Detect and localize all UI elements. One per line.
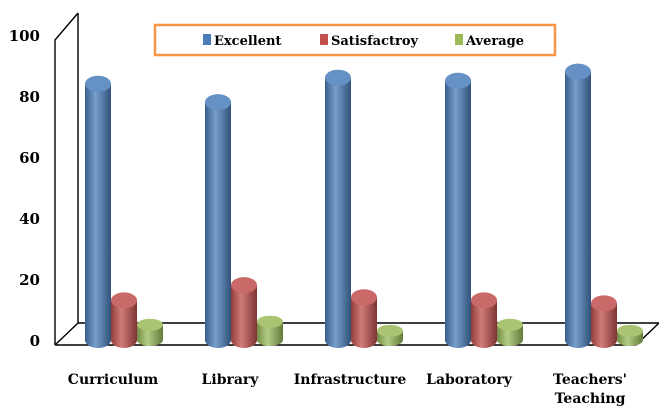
bar-body bbox=[471, 300, 497, 348]
bar-average-teachers-teaching bbox=[617, 324, 643, 346]
legend: Excellent Satisfactroy Average bbox=[153, 23, 557, 57]
legend-label-satisfactroy: Satisfactroy bbox=[331, 34, 419, 49]
bar-body bbox=[137, 324, 163, 346]
bar-body bbox=[257, 321, 283, 346]
bar-body bbox=[231, 285, 257, 348]
legend-swatch-excellent bbox=[203, 34, 211, 45]
bar-body bbox=[591, 303, 617, 348]
bar-average-curriculum bbox=[137, 318, 163, 346]
y-tick-label: 80 bbox=[19, 88, 40, 106]
y-tick-label: 0 bbox=[30, 332, 40, 350]
bar-satisfactroy-library bbox=[231, 277, 257, 348]
bar-top bbox=[377, 324, 403, 337]
x-tick-label: Laboratory bbox=[426, 372, 513, 388]
bar-average-library bbox=[257, 315, 283, 346]
legend-label-excellent: Excellent bbox=[214, 34, 281, 49]
bar-excellent-curriculum bbox=[85, 75, 111, 349]
y-tick-label: 40 bbox=[19, 210, 40, 228]
bar-average-laboratory bbox=[497, 318, 523, 346]
y-axis-line bbox=[54, 12, 79, 345]
bar-body bbox=[497, 324, 523, 346]
y-tick-label: 20 bbox=[19, 271, 40, 289]
bar-body bbox=[565, 71, 591, 348]
legend-label-average: Average bbox=[465, 34, 524, 49]
bar-top bbox=[231, 277, 257, 294]
bar-body bbox=[111, 300, 137, 348]
bar-top bbox=[137, 318, 163, 331]
legend-box bbox=[153, 23, 557, 57]
bar-average-infrastructure bbox=[377, 324, 403, 346]
x-tick-label: Teachers' Teaching bbox=[553, 372, 627, 407]
bar-top bbox=[565, 63, 591, 80]
bar-body bbox=[351, 297, 377, 348]
bar-top bbox=[617, 324, 643, 337]
y-tick-label: 100 bbox=[9, 27, 40, 45]
x-tick-label: Library bbox=[202, 372, 260, 388]
bar-excellent-teachers-teaching bbox=[565, 63, 591, 348]
bar-top bbox=[497, 318, 523, 331]
y-tick-label: 60 bbox=[19, 149, 40, 167]
bars-layer bbox=[85, 63, 643, 349]
bar-top bbox=[351, 289, 377, 306]
bar-top bbox=[85, 75, 111, 92]
floor-left-edge bbox=[54, 322, 79, 346]
bar-top bbox=[445, 72, 471, 89]
bar-body bbox=[85, 83, 111, 349]
bar-excellent-library bbox=[205, 94, 231, 348]
bar-body bbox=[205, 102, 231, 348]
x-tick-label: Infrastructure bbox=[294, 372, 407, 388]
y-axis-ticks: 0 20 40 60 80 100 bbox=[9, 27, 40, 350]
bar-satisfactroy-teachers-teaching bbox=[591, 295, 617, 348]
x-tick-label: Curriculum bbox=[68, 372, 159, 388]
bar-top bbox=[257, 315, 283, 328]
bar-top bbox=[111, 292, 137, 309]
bar-body bbox=[445, 80, 471, 348]
legend-swatch-average bbox=[455, 34, 463, 45]
bar-excellent-laboratory bbox=[445, 72, 471, 348]
bar-top bbox=[591, 295, 617, 312]
bar-satisfactroy-laboratory bbox=[471, 292, 497, 348]
bar-body bbox=[325, 77, 351, 348]
x-axis-labels: Curriculum Library Infrastructure Laborator… bbox=[68, 372, 627, 407]
bar-top bbox=[205, 94, 231, 111]
bar-top bbox=[471, 292, 497, 309]
bar-excellent-infrastructure bbox=[325, 69, 351, 348]
bar-satisfactroy-curriculum bbox=[111, 292, 137, 348]
bar-top bbox=[325, 69, 351, 86]
bar-satisfactroy-infrastructure bbox=[351, 289, 377, 348]
legend-swatch-satisfactroy bbox=[320, 34, 328, 45]
